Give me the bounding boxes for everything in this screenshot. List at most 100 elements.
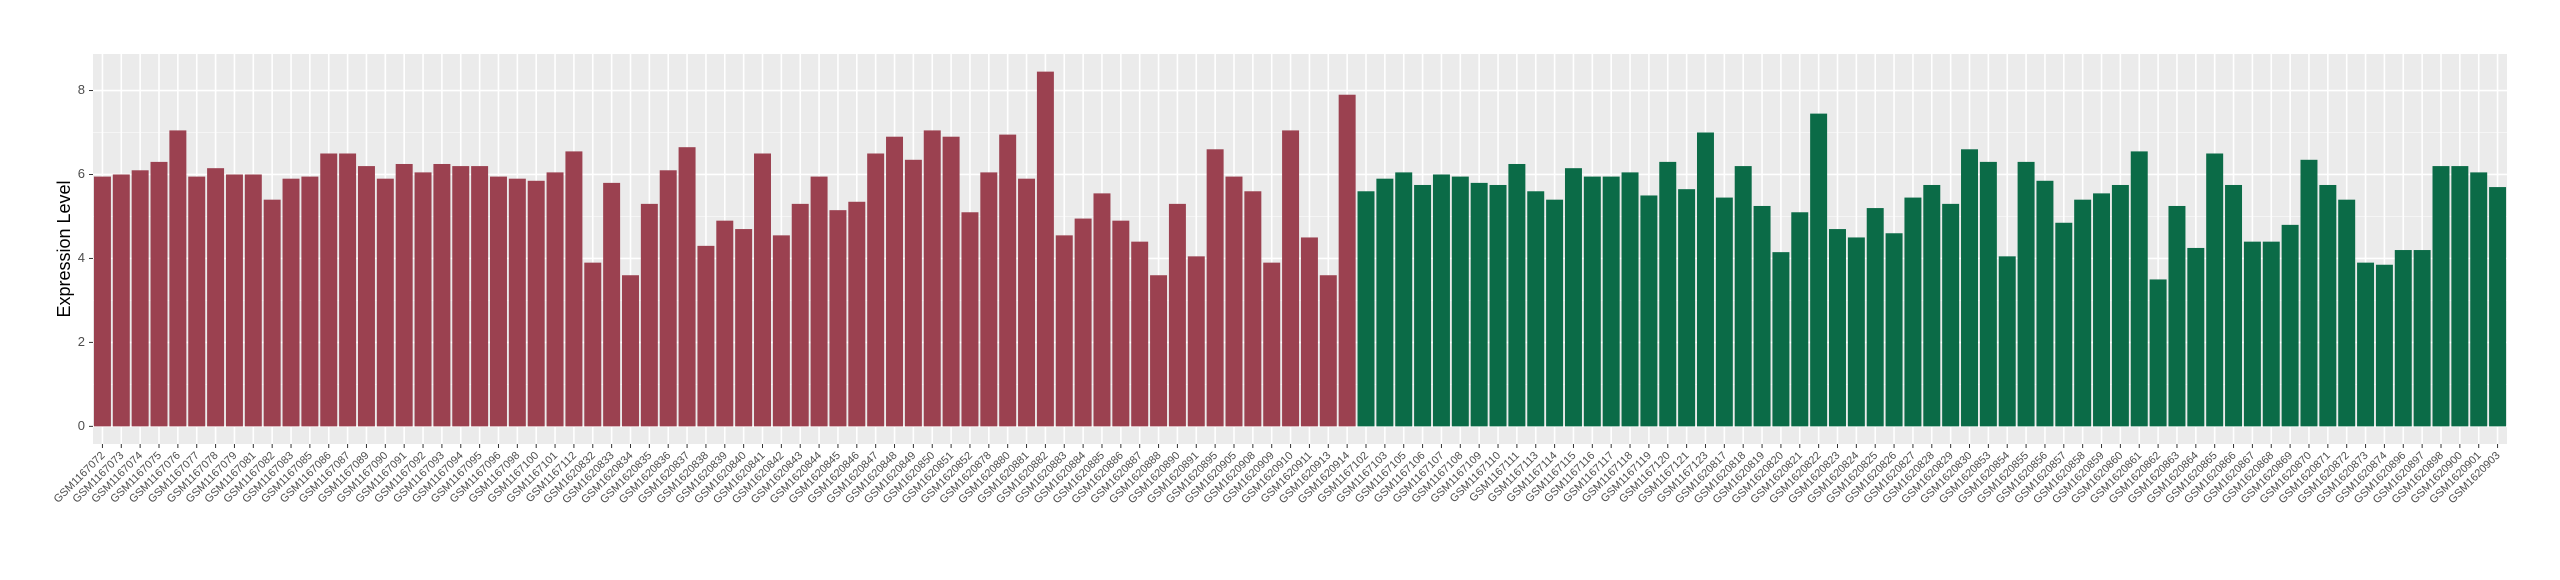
bar bbox=[1659, 161, 1677, 427]
bar bbox=[1018, 178, 1036, 427]
bar bbox=[1338, 94, 1356, 427]
bar bbox=[1885, 233, 1903, 427]
bar bbox=[697, 245, 715, 427]
bar bbox=[263, 199, 281, 427]
bar bbox=[1564, 168, 1582, 427]
bar bbox=[1508, 163, 1526, 427]
bar bbox=[169, 130, 187, 427]
bar bbox=[1036, 71, 1054, 427]
bar bbox=[1112, 220, 1130, 427]
bar bbox=[2206, 153, 2224, 427]
bar bbox=[1640, 195, 1658, 427]
bar bbox=[395, 163, 413, 427]
bar bbox=[1432, 174, 1450, 427]
bar bbox=[961, 212, 979, 427]
bar bbox=[1546, 199, 1564, 427]
bar bbox=[2300, 159, 2318, 427]
bar bbox=[2074, 199, 2092, 427]
bar bbox=[622, 275, 639, 427]
bar bbox=[754, 153, 771, 427]
bar bbox=[1810, 113, 1828, 427]
bar bbox=[1093, 193, 1111, 427]
bar bbox=[2489, 187, 2507, 427]
bar bbox=[1847, 237, 1865, 427]
bar bbox=[1055, 235, 1073, 427]
bar bbox=[829, 210, 847, 427]
bar bbox=[867, 153, 885, 427]
bar bbox=[93, 176, 111, 427]
bar bbox=[2130, 151, 2148, 427]
bar bbox=[2093, 193, 2111, 427]
bar bbox=[320, 153, 338, 427]
bar bbox=[112, 174, 130, 427]
bar bbox=[1376, 178, 1394, 427]
bar bbox=[2111, 184, 2129, 427]
bar bbox=[546, 172, 564, 427]
y-axis-title: Expression Level bbox=[54, 180, 74, 317]
bar bbox=[1772, 252, 1790, 427]
bar bbox=[2357, 262, 2375, 427]
bar bbox=[207, 168, 225, 427]
bar bbox=[2375, 264, 2393, 427]
bar bbox=[188, 176, 206, 427]
bar bbox=[678, 147, 696, 427]
bar bbox=[225, 174, 243, 427]
bar bbox=[489, 176, 507, 427]
bar bbox=[282, 178, 300, 427]
bar bbox=[735, 229, 753, 427]
bar bbox=[2338, 199, 2356, 427]
bar bbox=[1961, 149, 1978, 427]
bar bbox=[2319, 184, 2337, 427]
bar bbox=[584, 262, 602, 427]
bar bbox=[2262, 241, 2280, 427]
bar bbox=[2413, 250, 2431, 427]
bar bbox=[1942, 203, 1960, 427]
bar bbox=[1489, 184, 1507, 427]
bar bbox=[2281, 224, 2299, 427]
y-tick-label: 6 bbox=[78, 166, 85, 181]
bar bbox=[2168, 205, 2186, 427]
bar bbox=[640, 203, 658, 427]
bar bbox=[2187, 247, 2205, 427]
bar bbox=[2394, 250, 2412, 427]
bar bbox=[2149, 279, 2167, 427]
bar bbox=[1300, 237, 1318, 427]
bar bbox=[339, 153, 357, 427]
bar bbox=[1791, 212, 1809, 427]
bar bbox=[2243, 241, 2261, 427]
bar bbox=[1414, 184, 1432, 427]
bar bbox=[848, 201, 866, 427]
bar bbox=[433, 163, 451, 427]
bar bbox=[131, 170, 149, 427]
bar bbox=[1866, 208, 1884, 427]
bar bbox=[923, 130, 941, 427]
bar bbox=[772, 235, 790, 427]
bar bbox=[1583, 176, 1601, 427]
bar bbox=[1225, 176, 1243, 427]
bar bbox=[2055, 222, 2073, 427]
bar bbox=[1074, 218, 1092, 427]
bar bbox=[1395, 172, 1413, 427]
bar bbox=[1904, 197, 1922, 427]
bar bbox=[1282, 130, 1300, 427]
bar bbox=[1168, 203, 1186, 427]
bar bbox=[886, 136, 904, 427]
bar bbox=[2017, 161, 2035, 427]
bar bbox=[1357, 191, 1375, 427]
bar bbox=[1734, 166, 1752, 427]
bar bbox=[1715, 197, 1733, 427]
bar bbox=[904, 159, 922, 427]
bar bbox=[2432, 166, 2450, 427]
bar bbox=[716, 220, 734, 427]
bar bbox=[508, 178, 526, 427]
bar bbox=[357, 166, 375, 427]
bar bbox=[1923, 184, 1941, 427]
bar bbox=[244, 174, 262, 427]
bar bbox=[1150, 275, 1168, 427]
bar bbox=[1979, 161, 1997, 427]
bar bbox=[414, 172, 432, 427]
bar bbox=[980, 172, 998, 427]
bar bbox=[1319, 275, 1337, 427]
bar bbox=[1753, 205, 1771, 427]
